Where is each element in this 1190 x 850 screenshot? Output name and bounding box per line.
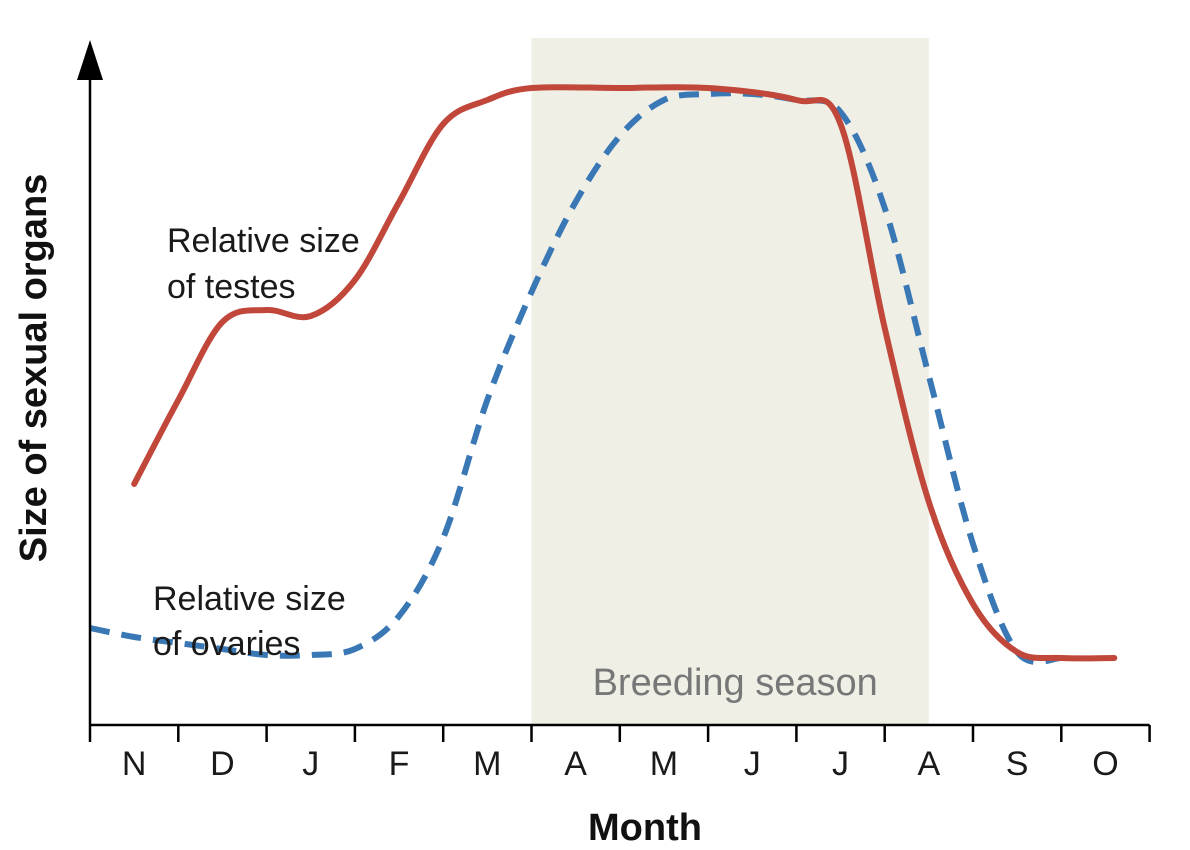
- x-tick-label: D: [210, 745, 235, 783]
- x-tick-label: A: [918, 745, 941, 783]
- x-axis-ticks: [88, 725, 1151, 742]
- ovaries-annotation-line1: Relative size: [153, 580, 346, 618]
- testes-series-line: [131, 84, 1118, 662]
- x-tick-label: J: [302, 745, 319, 783]
- ovaries-series-line: [89, 90, 1062, 665]
- y-axis-arrowhead: [77, 40, 103, 80]
- x-tick-label: N: [122, 745, 147, 783]
- x-tick-label: S: [1006, 745, 1029, 783]
- x-tick-label: M: [650, 745, 678, 783]
- ovaries-annotation-line2: of ovaries: [153, 625, 300, 663]
- ovaries-annotation: Relative size of ovaries: [153, 580, 355, 663]
- x-axis-title: Month: [588, 807, 702, 849]
- breeding-season-band: [531, 38, 929, 725]
- x-tick-label: O: [1092, 745, 1118, 783]
- breeding-season-label: Breeding season: [593, 662, 878, 704]
- testes-annotation-line1: Relative size: [167, 222, 360, 260]
- x-tick-label: M: [473, 745, 501, 783]
- x-tick-label: J: [832, 745, 849, 783]
- y-axis-title: Size of sexual organs: [13, 174, 55, 563]
- testes-annotation: Relative size of testes: [167, 222, 369, 306]
- x-tick-label: F: [389, 745, 410, 783]
- testes-annotation-line2: of testes: [167, 268, 296, 306]
- x-tick-label: A: [564, 745, 587, 783]
- x-tick-label: J: [744, 745, 761, 783]
